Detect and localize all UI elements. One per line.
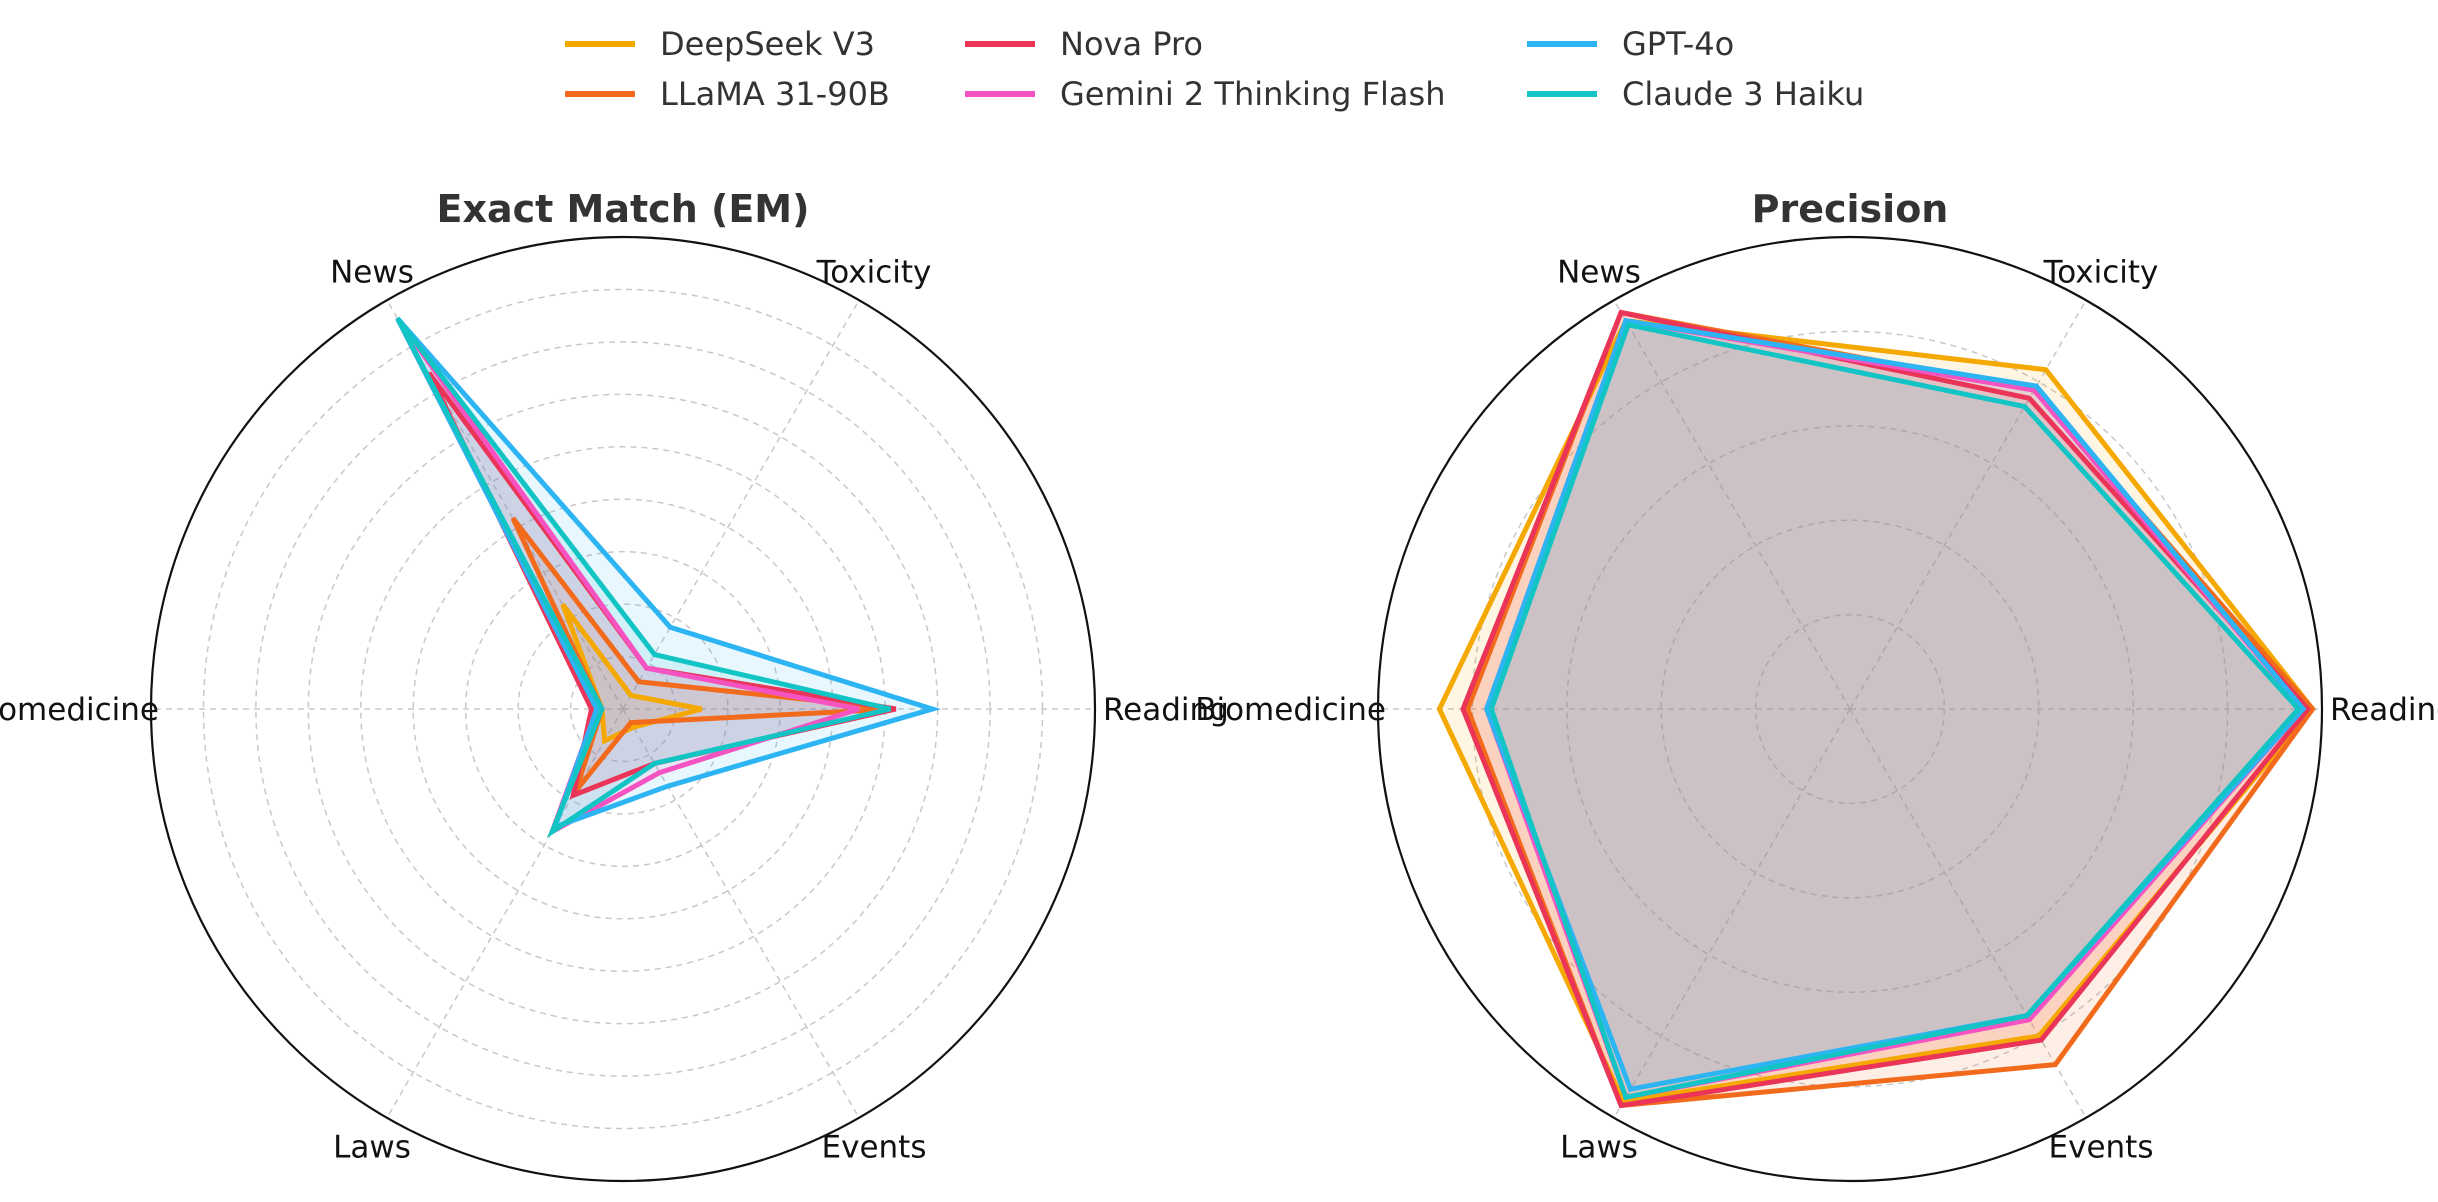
legend-item-gemini-2-thinking-flash: Gemini 2 Thinking Flash <box>965 75 1445 113</box>
exact-match-panel: Exact Match (EM) Reading Toxicity News Biom… <box>0 187 1229 1183</box>
series-fills <box>397 318 933 832</box>
series-area-deepseek-v3 <box>562 604 702 741</box>
series-area-deepseek-v3 <box>1439 320 2313 1102</box>
axis-spoke <box>622 708 860 1119</box>
grid <box>1378 299 2322 1119</box>
axis-spoke <box>386 299 624 710</box>
legend-label: Gemini 2 Thinking Flash <box>1060 75 1445 113</box>
axis-label-events: Events <box>2049 1130 2154 1166</box>
series-line-deepseek-v3 <box>1436 318 2316 1105</box>
series-area-llama-31-90b <box>1467 312 2313 1106</box>
grid-ring <box>569 655 677 763</box>
axis-label-toxicity: Toxicity <box>816 254 932 290</box>
series-lines <box>395 316 942 839</box>
axis-spoke <box>1849 299 2087 710</box>
axis-spoke <box>1613 708 1851 1119</box>
series-area-llama-31-90b <box>512 518 896 791</box>
legend-item-claude-3-haiku: Claude 3 Haiku <box>1527 75 1864 113</box>
outer-frame <box>149 235 1097 1183</box>
axis-label-laws: Laws <box>333 1130 411 1166</box>
legend-label: GPT-4o <box>1622 25 1734 63</box>
series-line-claude-3-haiku <box>395 316 892 839</box>
series-area-nova-pro <box>429 372 896 796</box>
precision-panel: Precision Reading Toxicity News Biomedicine… <box>1195 187 2438 1183</box>
grid-ring <box>1754 613 1946 805</box>
axis-label-biomedicine: Biomedicine <box>0 692 159 728</box>
series-area-gemini-2-thinking-flash <box>1486 320 2304 1098</box>
series-line-gpt-4o <box>395 316 942 832</box>
series-lines <box>1436 309 2316 1109</box>
series-area-claude-3-haiku <box>1491 324 2299 1098</box>
series-line-claude-3-haiku <box>1488 321 2302 1101</box>
series-area-nova-pro <box>1463 312 2308 1106</box>
grid-ring <box>1566 425 2134 993</box>
axis-spoke <box>1849 708 2087 1119</box>
legend-label: LLaMA 31-90B <box>660 75 890 113</box>
legend: DeepSeek V3 LLaMA 31-90B Nova Pro Gemini 2 … <box>565 25 1864 113</box>
legend-item-nova-pro: Nova Pro <box>965 25 1203 63</box>
series-line-nova-pro <box>1460 309 2312 1109</box>
series-fills <box>1439 312 2313 1106</box>
chart-title-exact-match: Exact Match (EM) <box>437 187 810 231</box>
axis-spoke <box>622 299 860 710</box>
legend-item-gpt-4o: GPT-4o <box>1527 25 1734 63</box>
legend-label: Nova Pro <box>1060 25 1203 63</box>
axis-label-toxicity: Toxicity <box>2043 254 2159 290</box>
axis-label-reading: Reading <box>2330 692 2438 728</box>
series-area-claude-3-haiku <box>397 318 891 832</box>
legend-label: DeepSeek V3 <box>660 25 875 63</box>
axis-label-reading: Reading <box>1103 692 1229 728</box>
legend-label: Claude 3 Haiku <box>1622 75 1864 113</box>
axis-label-events: Events <box>822 1130 927 1166</box>
legend-item-deepseek-v3: DeepSeek V3 <box>565 25 875 63</box>
axis-label-news: News <box>1557 254 1641 290</box>
axis-spoke <box>1613 299 1851 710</box>
axis-label-laws: Laws <box>1560 1130 1638 1166</box>
axis-label-news: News <box>330 254 414 290</box>
chart-title-precision: Precision <box>1752 187 1949 231</box>
outer-frame <box>1376 235 2324 1183</box>
legend-item-llama-31-90b: LLaMA 31-90B <box>565 75 890 113</box>
series-area-gpt-4o <box>1486 320 2304 1090</box>
axis-label-biomedicine: Biomedicine <box>1195 692 1386 728</box>
series-area-gemini-2-thinking-flash <box>397 318 859 832</box>
